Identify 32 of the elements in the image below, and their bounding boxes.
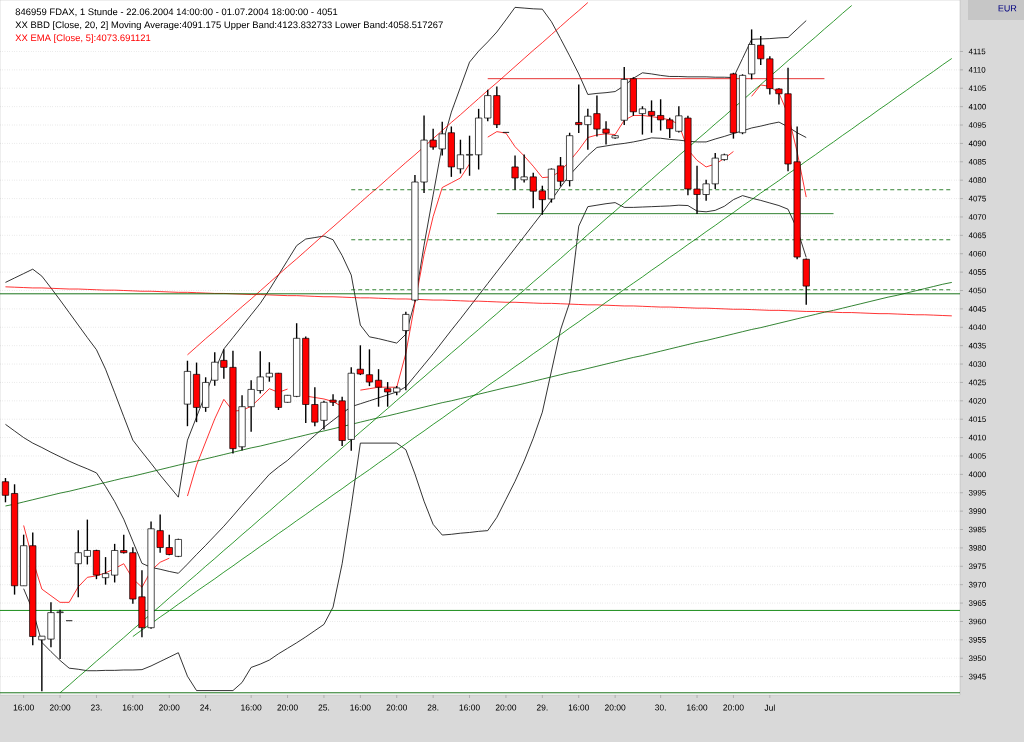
x-tick-label: 30. — [655, 704, 666, 711]
x-tick-label: 16:00 — [568, 704, 589, 711]
x-tick-label: 20:00 — [495, 704, 517, 711]
x-tick-label: 23. — [90, 704, 102, 711]
candlestick — [538, 185, 546, 216]
x-tick-label: Jul — [764, 704, 775, 711]
x-tick-label: 16:00 — [350, 704, 371, 711]
x-tick-label: 20:00 — [277, 704, 298, 711]
x-tick-label: 20:00 — [604, 704, 626, 711]
x-tick-label: 28. — [427, 704, 439, 711]
x-tick-label: 20:00 — [386, 704, 407, 711]
x-tick-label: 25. — [318, 704, 330, 711]
x-tick-label: 16:00 — [241, 704, 262, 711]
candlestick — [466, 134, 474, 177]
text: XX EMA [Close, 5]:4073.691121 — [15, 34, 151, 44]
x-tick-label: 20:00 — [723, 704, 744, 711]
x-tick-label: 29. — [536, 704, 548, 711]
text: XX BBD [Close, 20, 2] Moving Average:4091.175 Upper Band:4123.832733 Lower Band:4058.517267 — [15, 21, 443, 31]
candlestick — [74, 529, 82, 598]
candlestick — [102, 556, 110, 586]
x-tick-label: 20:00 — [49, 704, 71, 711]
x-tick-label: 16:00 — [687, 704, 708, 711]
x-tick-label: 20:00 — [159, 704, 180, 711]
y-axis-title: EUR — [998, 5, 1017, 12]
x-tick-label: 16:00 — [122, 704, 144, 711]
candlestick — [1, 477, 9, 504]
candlestick — [265, 361, 273, 383]
x-tick-label: 16:00 — [459, 704, 480, 711]
text: 846959 FDAX, 1 Stunde - 22.06.2004 14:00:00 - 01.07.2004 18:00:00 - 4051 — [15, 8, 338, 17]
x-tick-label: 24. — [200, 704, 211, 711]
x-tick-label: 16:00 — [13, 704, 34, 711]
candlestick — [83, 518, 91, 566]
